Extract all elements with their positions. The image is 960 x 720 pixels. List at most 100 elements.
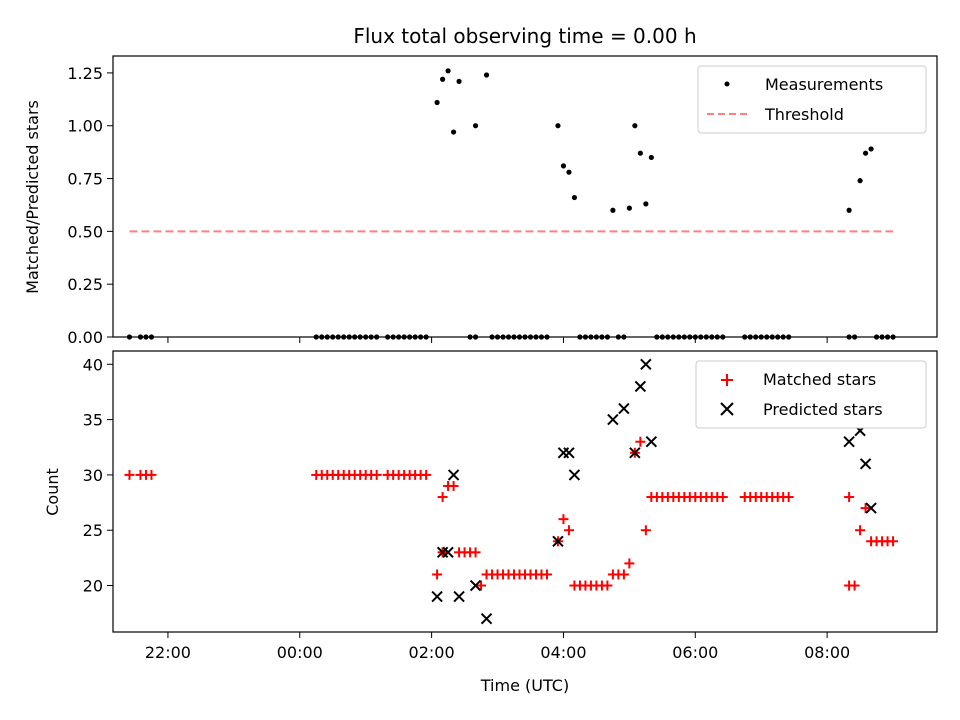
measurement-point xyxy=(440,76,446,82)
matched-star-point xyxy=(421,469,432,480)
measurement-point xyxy=(862,150,869,156)
measurement-point xyxy=(511,334,517,340)
matched-star-point xyxy=(860,503,871,514)
matched-star-point xyxy=(888,536,899,547)
measurement-point xyxy=(324,334,330,340)
measurement-point xyxy=(538,334,545,340)
measurement-point xyxy=(544,334,550,340)
measurement-point xyxy=(742,334,748,340)
matched-star-point xyxy=(432,569,443,580)
measurement-point xyxy=(610,207,616,213)
measurement-point xyxy=(687,334,693,340)
predicted-star-point xyxy=(629,447,641,459)
bottom-y-axis-label: Count xyxy=(43,468,62,516)
measurement-point xyxy=(560,163,567,169)
bottom-plot-area xyxy=(112,350,938,633)
measurement-point xyxy=(341,334,347,340)
measurement-point xyxy=(319,334,325,340)
measurement-point xyxy=(456,78,462,84)
measurement-point xyxy=(780,334,786,340)
measurement-point xyxy=(357,334,363,340)
measurement-point xyxy=(643,201,649,207)
top-legend: Measurements Threshold xyxy=(697,65,927,134)
predicted-star-point xyxy=(568,469,581,481)
measurement-point xyxy=(527,334,534,340)
predicted-star-point xyxy=(645,436,658,448)
measurement-point xyxy=(604,334,611,340)
x-tick-label: 04:00 xyxy=(540,643,586,662)
figure-title: Flux total observing time = 0.00 h xyxy=(353,24,696,48)
measurement-point xyxy=(632,123,638,129)
x-tick-label: 22:00 xyxy=(145,643,191,662)
predicted-star-point xyxy=(480,613,493,625)
measurement-point xyxy=(533,334,539,340)
measurement-point xyxy=(588,334,594,340)
measurement-point xyxy=(769,334,775,340)
predicted-star-point xyxy=(618,402,630,415)
measurement-point xyxy=(472,123,479,129)
y-tick-label: 35 xyxy=(83,411,103,430)
matched-star-point xyxy=(476,580,487,591)
measurement-point xyxy=(385,334,391,340)
measurement-point xyxy=(148,334,155,340)
measurement-point xyxy=(846,334,852,340)
measurement-point xyxy=(890,334,896,340)
measurement-point xyxy=(709,334,715,340)
legend-matched-label: Matched stars xyxy=(763,370,876,389)
measurement-point xyxy=(489,334,495,340)
measurement-point xyxy=(418,334,424,340)
measurement-point xyxy=(434,99,440,106)
x-tick-label: 02:00 xyxy=(409,643,455,662)
legend-predicted-marker xyxy=(720,402,734,416)
bottom-x-axis-label: Time (UTC) xyxy=(480,676,569,695)
predicted-star-point xyxy=(865,502,877,514)
measurement-point xyxy=(857,178,863,184)
measurement-point xyxy=(714,334,720,340)
measurement-point xyxy=(615,334,621,340)
measurement-point xyxy=(494,334,501,340)
measurement-point xyxy=(681,334,687,340)
matched-star-point xyxy=(602,580,613,591)
measurement-point xyxy=(621,334,627,340)
measurement-point xyxy=(637,150,643,156)
measurement-point xyxy=(363,334,369,340)
measurement-point xyxy=(401,334,407,340)
legend-measurements-marker xyxy=(724,81,730,87)
measurement-point xyxy=(445,68,451,74)
matched-star-point xyxy=(541,569,552,580)
measurement-point xyxy=(516,334,523,340)
matched-star-point xyxy=(849,580,860,591)
matched-star-point xyxy=(437,492,448,503)
y-tick-label: 0.00 xyxy=(67,328,103,347)
y-tick-label: 30 xyxy=(83,466,103,485)
measurement-point xyxy=(374,334,380,340)
measurement-point xyxy=(483,72,490,78)
matched-star-point xyxy=(470,547,481,558)
matched-star-point xyxy=(855,525,866,536)
measurement-point xyxy=(846,207,852,213)
matched-star-point xyxy=(146,469,157,480)
x-tick-label: 08:00 xyxy=(804,643,850,662)
predicted-star-point xyxy=(634,380,647,393)
measurement-point xyxy=(505,334,512,340)
top-legend-box xyxy=(697,65,927,134)
measurement-point xyxy=(566,169,572,175)
measurement-point xyxy=(720,334,726,340)
matched-star-point xyxy=(558,514,569,525)
y-tick-label: 25 xyxy=(83,521,103,540)
y-tick-label: 0.75 xyxy=(67,170,103,189)
matched-star-point xyxy=(124,469,135,480)
measurement-point xyxy=(126,334,133,340)
legend-predicted-label: Predicted stars xyxy=(763,400,883,419)
bottom-legend-box xyxy=(695,360,927,429)
measurement-point xyxy=(313,334,319,340)
measurement-point xyxy=(659,334,665,340)
measurement-point xyxy=(571,194,578,201)
legend-measurements-label: Measurements xyxy=(765,75,883,94)
measurement-point xyxy=(390,334,396,340)
measurement-point xyxy=(500,334,506,340)
measurement-point xyxy=(879,334,885,340)
measurement-point xyxy=(758,334,764,340)
predicted-star-point xyxy=(447,469,460,481)
legend-matched-marker xyxy=(721,374,733,386)
